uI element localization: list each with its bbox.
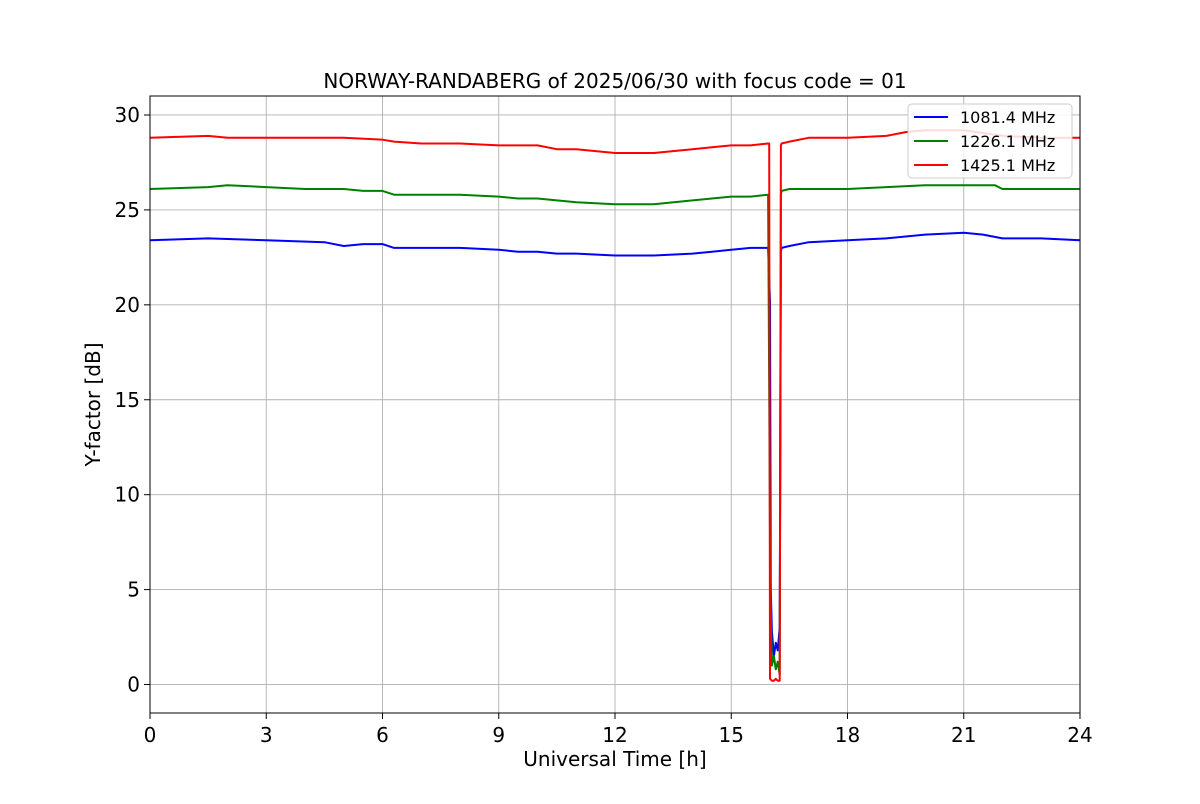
legend: 1081.4 MHz 1226.1 MHz 1425.1 MHz	[907, 103, 1073, 179]
x-tick-label: 24	[1067, 723, 1092, 747]
y-tick-label: 25	[115, 198, 140, 222]
series-layer	[149, 129, 1081, 682]
x-tick-label: 3	[260, 723, 273, 747]
legend-label: 1226.1 MHz	[960, 132, 1055, 151]
x-tick-label: 9	[492, 723, 505, 747]
x-tick-label: 15	[719, 723, 744, 747]
y-tick-label: 10	[115, 483, 140, 507]
tick-layer: 0 3 6 9 12 15 18 21 24 0 5 10 15 20 25 30	[115, 103, 1093, 747]
y-tick-label: 30	[115, 103, 140, 127]
x-tick-label: 18	[835, 723, 860, 747]
grid-layer	[149, 96, 1081, 713]
y-axis-title: Y-factor [dB]	[81, 342, 105, 467]
legend-box	[907, 103, 1073, 179]
series-line-3	[149, 129, 1080, 682]
series-line-1	[149, 231, 1081, 657]
legend-label: 1425.1 MHz	[960, 156, 1055, 175]
y-tick-label: 15	[115, 388, 140, 412]
chart-title: NORWAY-RANDABERG of 2025/06/30 with focu…	[323, 69, 906, 93]
y-tick-label: 5	[127, 578, 140, 602]
y-tick-label: 0	[127, 673, 140, 697]
x-axis-title: Universal Time [h]	[523, 747, 706, 771]
x-tick-label: 6	[376, 723, 389, 747]
series-line-2	[149, 184, 1080, 676]
x-tick-label: 0	[144, 723, 157, 747]
legend-label: 1081.4 MHz	[960, 108, 1055, 127]
x-tick-label: 21	[951, 723, 976, 747]
y-tick-label: 20	[115, 293, 140, 317]
x-tick-label: 12	[602, 723, 627, 747]
